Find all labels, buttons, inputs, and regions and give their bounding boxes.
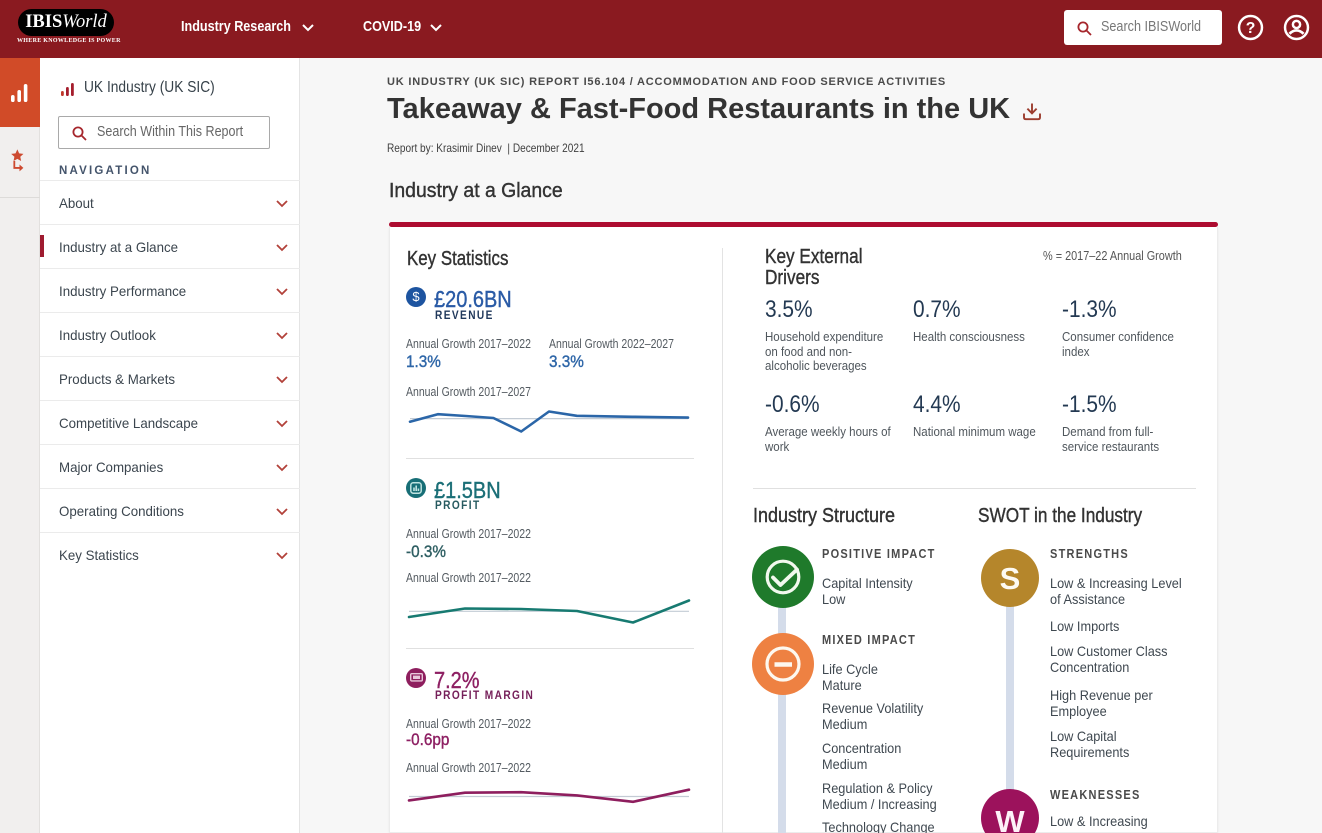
svg-text:?: ? [1246,20,1256,37]
